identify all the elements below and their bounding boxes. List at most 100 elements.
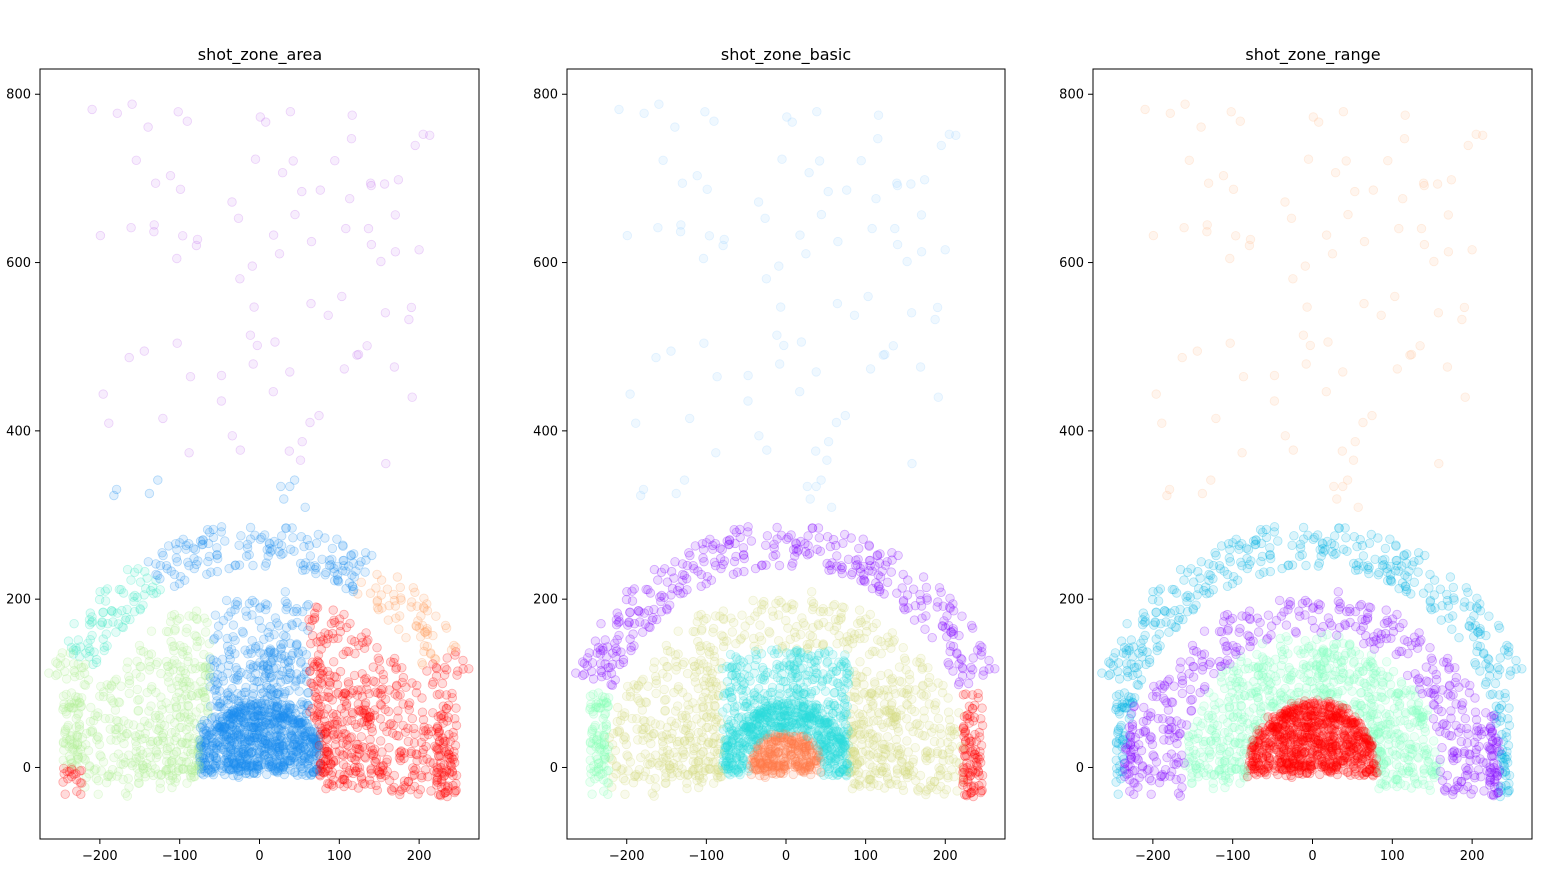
- scatter-point: [622, 230, 633, 241]
- scatter-point: [156, 719, 166, 729]
- scatter-point: [63, 720, 73, 731]
- scatter-point: [234, 540, 244, 551]
- scatter-point: [731, 639, 741, 649]
- scatter-point: [135, 672, 146, 682]
- scatter-point: [190, 663, 201, 674]
- scatter-point: [288, 725, 298, 736]
- scatter-point: [250, 711, 260, 722]
- scatter-point: [636, 490, 646, 501]
- scatter-point: [286, 734, 297, 744]
- scatter-point: [873, 715, 883, 726]
- scatter-point: [807, 596, 817, 607]
- scatter-point: [585, 777, 595, 787]
- scatter-point: [290, 209, 300, 220]
- scatter-point: [674, 736, 685, 746]
- scatter-point: [645, 774, 655, 785]
- scatter-point: [957, 671, 968, 681]
- scatter-point: [607, 680, 618, 691]
- scatter-point: [200, 697, 211, 707]
- scatter-point: [66, 763, 77, 773]
- scatter-point: [339, 609, 349, 620]
- scatter-point: [944, 726, 955, 736]
- scatter-point: [191, 760, 201, 771]
- scatter-point: [275, 731, 286, 741]
- scatter-point: [293, 759, 303, 769]
- y-tick-label: 0: [23, 761, 31, 776]
- scatter-point: [406, 302, 417, 313]
- scatter-point: [774, 261, 784, 271]
- subplot-title: shot_zone_basic: [721, 45, 851, 65]
- scatter-point: [701, 613, 712, 624]
- scatter-point: [163, 677, 174, 687]
- scatter-point: [133, 705, 144, 716]
- scatter-point: [272, 682, 282, 693]
- scatter-point: [795, 230, 805, 240]
- scatter-point: [353, 744, 363, 754]
- scatter-point: [422, 666, 432, 676]
- scatter-point: [437, 767, 447, 778]
- scatter-point: [124, 352, 134, 363]
- scatter-point: [146, 739, 156, 750]
- scatter-point: [190, 681, 200, 691]
- scatter-point: [398, 672, 409, 683]
- scatter-point: [389, 362, 400, 372]
- scatter-point: [195, 536, 206, 546]
- scatter-point: [743, 396, 753, 406]
- scatter-point: [647, 788, 658, 798]
- scatter-point: [233, 213, 244, 224]
- scatter-point: [878, 350, 889, 360]
- scatter-point: [166, 727, 177, 738]
- scatter-point: [361, 677, 372, 688]
- scatter-point: [871, 766, 881, 776]
- scatter-point: [337, 291, 347, 302]
- scatter-point: [125, 614, 135, 625]
- scatter-point: [216, 522, 227, 532]
- scatter-point: [158, 550, 168, 561]
- scatter-point: [823, 186, 833, 197]
- scatter-point: [204, 752, 215, 762]
- scatter-point: [52, 658, 63, 669]
- scatter-point: [294, 686, 304, 696]
- scatter-point: [329, 563, 339, 574]
- scatter-point: [960, 744, 970, 755]
- scatter-point: [343, 677, 354, 687]
- scatter-point: [812, 544, 822, 555]
- scatter-point: [288, 748, 299, 758]
- scatter-point: [822, 455, 832, 465]
- scatter-point: [247, 610, 257, 620]
- scatter-point: [116, 733, 126, 743]
- scatter-point: [370, 744, 380, 754]
- scatter-point: [888, 677, 898, 688]
- scatter-point: [812, 106, 822, 117]
- scatter-point: [649, 564, 660, 575]
- scatter-point: [316, 760, 326, 770]
- scatter-point: [811, 446, 821, 456]
- scatter-point: [814, 533, 825, 543]
- scatter-marks: [44, 99, 474, 802]
- scatter-point: [224, 563, 234, 574]
- scatter-point: [220, 536, 230, 546]
- scatter-point: [212, 657, 222, 667]
- scatter-point: [441, 767, 452, 777]
- scatter-point: [59, 666, 70, 677]
- scatter-point: [117, 605, 127, 616]
- scatter-point: [776, 302, 786, 312]
- scatter-point: [732, 567, 743, 577]
- scatter-point: [162, 743, 173, 754]
- scatter-point: [313, 529, 324, 540]
- scatter-point: [182, 694, 193, 704]
- scatter-point: [245, 703, 256, 713]
- scatter-point: [197, 540, 207, 550]
- scatter-point: [968, 716, 978, 726]
- scatter-point: [317, 679, 327, 689]
- scatter-point: [746, 536, 757, 546]
- scatter-point: [285, 756, 296, 766]
- scatter-point: [279, 712, 289, 722]
- scatter-point: [233, 704, 243, 714]
- scatter-point: [796, 337, 807, 347]
- scatter-point: [864, 774, 874, 785]
- scatter-point: [902, 736, 912, 746]
- scatter-point: [441, 623, 452, 633]
- scatter-point: [339, 364, 350, 374]
- scatter-point: [690, 541, 701, 551]
